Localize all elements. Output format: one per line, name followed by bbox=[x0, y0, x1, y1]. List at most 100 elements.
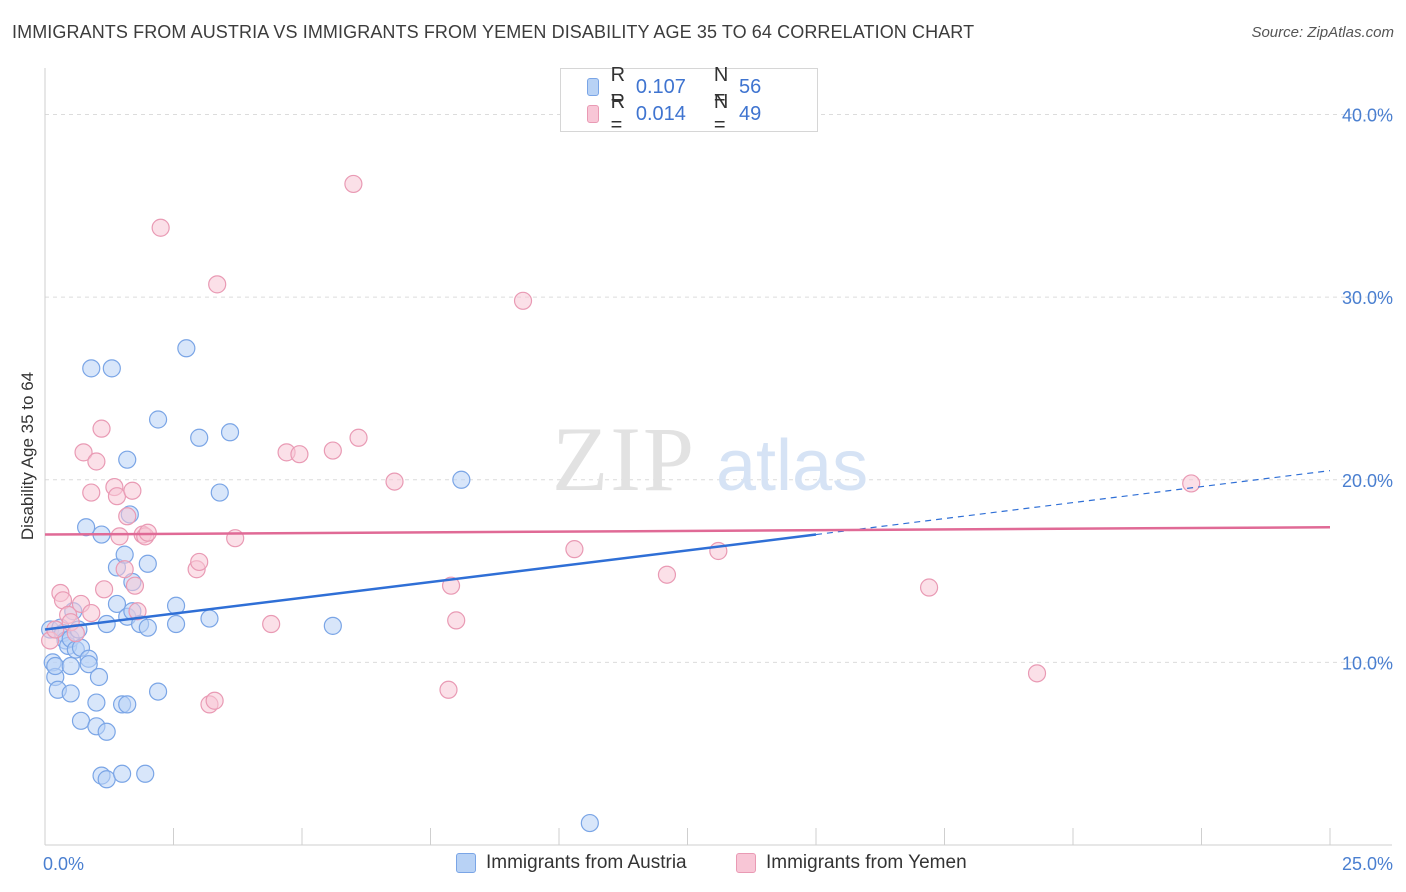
austria-point bbox=[102, 359, 121, 378]
yemen-point bbox=[205, 691, 224, 710]
austria-point bbox=[107, 594, 127, 614]
austria-point bbox=[148, 410, 168, 429]
source-label: Source: ZipAtlas.com bbox=[1251, 24, 1394, 41]
watermark: ZIP atlas bbox=[552, 408, 868, 510]
yemen-point bbox=[385, 472, 404, 491]
austria-swatch bbox=[587, 78, 599, 96]
yemen-point bbox=[151, 218, 170, 237]
grid-lines bbox=[45, 114, 1392, 663]
yemen-point bbox=[657, 565, 677, 584]
austria-point bbox=[112, 764, 132, 783]
watermark-atlas: atlas bbox=[716, 426, 868, 506]
austria-point bbox=[220, 423, 240, 442]
yemen-point bbox=[115, 560, 134, 579]
yemen-point bbox=[74, 443, 93, 462]
axes bbox=[44, 68, 1392, 846]
austria-point bbox=[148, 682, 168, 701]
yemen-point bbox=[82, 483, 101, 502]
austria-r-label: R = bbox=[610, 64, 626, 109]
austria-point bbox=[138, 554, 157, 573]
yemen-points bbox=[41, 174, 1201, 714]
yemen-point bbox=[125, 576, 145, 595]
austria-point bbox=[323, 616, 342, 635]
legend-row-yemen: R = 0.014 N = 49 bbox=[587, 91, 817, 136]
austria-n-value: 56 bbox=[738, 75, 762, 98]
yemen-point bbox=[290, 445, 309, 464]
yemen-point bbox=[110, 527, 129, 546]
yemen-point bbox=[82, 603, 101, 623]
austria-trend-line bbox=[44, 533, 817, 631]
y-tick-label: 10.0% bbox=[1342, 653, 1393, 673]
austria-point bbox=[118, 695, 137, 714]
austria-point bbox=[82, 359, 101, 378]
yemen-legend-label: Immigrants from Yemen bbox=[766, 852, 967, 873]
yemen-point bbox=[123, 481, 142, 500]
yemen-point bbox=[92, 419, 111, 438]
austria-point bbox=[118, 450, 137, 469]
austria-point bbox=[97, 722, 116, 741]
austria-n-label: N = bbox=[713, 64, 729, 109]
austria-trend-extension bbox=[815, 470, 1331, 536]
austria-point bbox=[136, 764, 155, 783]
yemen-point bbox=[107, 487, 127, 506]
austria-point bbox=[210, 483, 229, 502]
yemen-point bbox=[262, 614, 281, 634]
austria-point bbox=[77, 518, 96, 537]
austria-legend-label: Immigrants from Austria bbox=[486, 852, 687, 873]
yemen-point bbox=[439, 680, 458, 699]
trend-lines bbox=[44, 470, 1331, 631]
yemen-n-label: N = bbox=[713, 91, 729, 136]
yemen-r-label: R = bbox=[610, 91, 626, 136]
yemen-point bbox=[95, 580, 114, 599]
austria-point bbox=[61, 684, 80, 703]
austria-point bbox=[46, 656, 65, 676]
austria-r-value: 0.107 bbox=[635, 75, 686, 98]
yemen-point bbox=[190, 552, 209, 572]
yemen-point bbox=[447, 611, 466, 630]
austria-point bbox=[580, 813, 599, 833]
austria-point bbox=[190, 428, 209, 447]
austria-point bbox=[61, 656, 80, 676]
austria-point bbox=[166, 614, 186, 634]
yemen-r-value: 0.014 bbox=[635, 102, 686, 125]
austria-points bbox=[41, 339, 599, 833]
austria-point bbox=[97, 770, 116, 789]
yemen-n-value: 49 bbox=[738, 102, 762, 125]
yemen-point bbox=[87, 452, 106, 471]
yemen-point bbox=[441, 576, 461, 595]
austria-point bbox=[71, 711, 91, 730]
yemen-swatch bbox=[587, 105, 599, 123]
austria-point bbox=[452, 470, 471, 489]
austria-point bbox=[138, 618, 157, 637]
yemen-point bbox=[208, 275, 227, 294]
legend-row-austria: R = 0.107 N = 56 bbox=[587, 64, 817, 109]
yemen-point bbox=[565, 540, 584, 559]
austria-point bbox=[79, 655, 98, 674]
austria-point bbox=[97, 614, 116, 634]
axis-labels: 10.0% 20.0% 30.0% 40.0% 0.0% 25.0% Disability … bbox=[18, 106, 1393, 874]
x-tick-label-max: 25.0% bbox=[1342, 854, 1393, 874]
yemen-legend-swatch bbox=[736, 853, 756, 873]
austria-point bbox=[200, 609, 219, 628]
yemen-point bbox=[349, 428, 368, 447]
austria-point bbox=[87, 693, 106, 712]
chart-title: IMMIGRANTS FROM AUSTRIA VS IMMIGRANTS FR… bbox=[12, 22, 975, 42]
yemen-point bbox=[118, 507, 137, 526]
yemen-point bbox=[128, 602, 147, 621]
yemen-trend-line bbox=[44, 525, 1331, 536]
correlation-legend: R = 0.107 N = 56 R = 0.014 N = 49 bbox=[560, 64, 818, 136]
x-tick-label-min: 0.0% bbox=[43, 854, 84, 874]
legend-item-yemen: Immigrants from Yemen bbox=[736, 852, 967, 874]
yemen-point bbox=[1182, 474, 1201, 493]
y-tick-label: 30.0% bbox=[1342, 288, 1393, 308]
yemen-point bbox=[513, 291, 533, 310]
austria-point bbox=[89, 667, 109, 687]
yemen-point bbox=[323, 441, 342, 460]
yemen-point bbox=[344, 174, 363, 194]
y-tick-label: 40.0% bbox=[1342, 106, 1393, 126]
legend-item-austria: Immigrants from Austria bbox=[456, 852, 687, 874]
y-axis-label: Disability Age 35 to 64 bbox=[18, 372, 37, 540]
austria-legend-swatch bbox=[456, 853, 476, 873]
yemen-point bbox=[919, 578, 939, 597]
